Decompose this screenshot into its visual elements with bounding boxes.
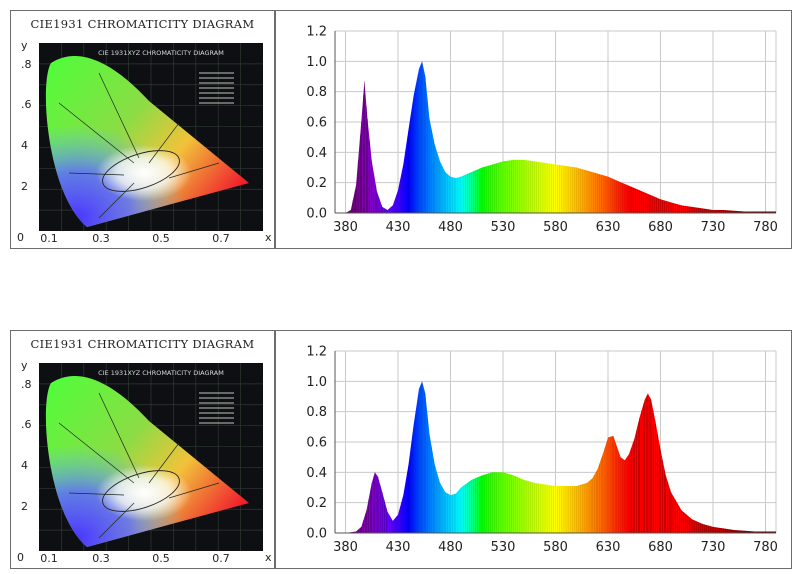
cie-x-tick-label: 0.1 [40, 552, 58, 565]
x-tick-label: 730 [701, 220, 726, 235]
x-tick-label: 630 [596, 220, 621, 235]
x-tick-label: 730 [701, 540, 726, 555]
y-tick-label: 0.2 [306, 176, 327, 191]
y-tick-label: 0.6 [306, 116, 327, 131]
cie-gamut-blue [45, 55, 250, 227]
y-tick-label: 0.4 [306, 466, 327, 481]
x-tick-label: 580 [543, 220, 568, 235]
cie-legend [199, 392, 234, 424]
cie-boundary-line [98, 502, 135, 539]
cie-boundary-line [148, 442, 180, 484]
cie-inner-title: CIE 1931XYZ CHROMATICITY DIAGRAM [98, 49, 224, 57]
x-tick-label: 680 [648, 540, 673, 555]
cie-y-tick-label: .6 [21, 418, 32, 431]
x-tick-label: 430 [386, 540, 411, 555]
spectrum-chart-box-1: 0.0 0.2 0.4 0.6 0.8 1.0 1.2 380 430 480 530 580 630 6… [275, 10, 792, 249]
spectrum-panel-1: CIE1931 CHROMATICITY DIAGRAM CIE 1931XYZ… [0, 8, 800, 250]
cie-y-axis-label: y [21, 39, 28, 52]
x-tick-label: 530 [491, 540, 516, 555]
y-tick-label: 1.2 [306, 25, 327, 40]
x-tick-label: 430 [386, 220, 411, 235]
cie-y-tick-label: .8 [21, 378, 32, 391]
cie-boundary-line [68, 492, 125, 496]
cie-boundary-line [148, 122, 180, 164]
cie-boundary-line [98, 72, 140, 159]
spectrum-chart: 0.0 0.2 0.4 0.6 0.8 1.0 1.2 380 430 480 530 580 630 6… [306, 345, 778, 556]
cie-x-tick-label: 0.3 [92, 552, 110, 565]
x-tick-label: 580 [543, 540, 568, 555]
spectrum-chart: 0.0 0.2 0.4 0.6 0.8 1.0 1.2 380 430 480 530 580 630 6… [306, 25, 778, 236]
cie-legend [199, 72, 234, 104]
x-tick-label: 630 [596, 540, 621, 555]
spectrum-area [345, 381, 776, 533]
y-tick-label: 1.0 [306, 375, 327, 390]
spectrum-bars [350, 61, 766, 213]
y-tick-label: 0.8 [306, 85, 327, 100]
cie-x-tick-label: 0.1 [40, 232, 58, 245]
x-tick-label: 480 [438, 220, 463, 235]
cie-x-tick-label: 0.5 [152, 232, 170, 245]
cie-title: CIE1931 CHROMATICITY DIAGRAM [30, 17, 255, 31]
planckian-locus [102, 150, 180, 192]
cie-x-tick-label: 0.7 [212, 232, 230, 245]
cie-x-tick-label: 0.5 [152, 552, 170, 565]
cie-y-tick-label: 2 [21, 500, 28, 513]
x-tick-label: 380 [333, 220, 358, 235]
cie-gamut-blue [45, 375, 250, 547]
cie-boundary-lines [58, 72, 220, 219]
x-tick-label: 780 [753, 540, 778, 555]
cie-boundary-line [58, 422, 135, 484]
cie-chromaticity-diagram: CIE 1931XYZ CHROMATICITY DIAGRAM y x 0 0.1 0.… [17, 39, 272, 245]
y-tick-label: 0.8 [306, 405, 327, 420]
x-tick-label: 480 [438, 540, 463, 555]
spectrum-bars [351, 381, 766, 533]
cie-y-tick-label: 4 [21, 139, 28, 152]
cie-y-tick-label: .6 [21, 98, 32, 111]
cie-origin-label: 0 [17, 231, 24, 244]
y-tick-label: 0.0 [306, 207, 327, 222]
cie-boundary-line [58, 102, 135, 164]
spectrum-area [345, 61, 776, 213]
cie-y-axis-label: y [21, 359, 28, 372]
cie-x-tick-label: 0.3 [92, 232, 110, 245]
y-tick-label: 1.0 [306, 55, 327, 70]
x-tick-label: 530 [491, 220, 516, 235]
x-tick-label: 380 [333, 540, 358, 555]
y-tick-label: 0.0 [306, 527, 327, 542]
cie-diagram-box-1: CIE1931 CHROMATICITY DIAGRAM CIE 1931XYZ… [10, 10, 275, 249]
cie-diagram-box-2: CIE1931 CHROMATICITY DIAGRAM CIE 1931XYZ… [10, 330, 275, 569]
cie-white-region [96, 465, 192, 521]
cie-boundary-line [98, 182, 135, 219]
y-tick-label: 0.6 [306, 436, 327, 451]
cie-y-tick-label: 4 [21, 459, 28, 472]
planckian-locus [102, 470, 180, 512]
cie-boundary-line [98, 392, 140, 479]
cie-boundary-line [168, 482, 220, 499]
cie-boundary-line [168, 162, 220, 179]
cie-x-axis-label: x [265, 231, 272, 244]
spectrum-chart-box-2: 0.0 0.2 0.4 0.6 0.8 1.0 1.2 380 430 480 530 580 630 6… [275, 330, 792, 569]
cie-y-tick-label: .8 [21, 58, 32, 71]
x-tick-label: 680 [648, 220, 673, 235]
cie-x-axis-label: x [265, 551, 272, 564]
y-tick-label: 1.2 [306, 345, 327, 360]
cie-x-tick-label: 0.7 [212, 552, 230, 565]
y-tick-label: 0.2 [306, 496, 327, 511]
cie-title: CIE1931 CHROMATICITY DIAGRAM [30, 337, 255, 351]
x-tick-label: 780 [753, 220, 778, 235]
cie-inner-title: CIE 1931XYZ CHROMATICITY DIAGRAM [98, 369, 224, 377]
cie-boundary-lines [58, 392, 220, 539]
cie-boundary-line [68, 172, 125, 176]
spectrum-panel-2: CIE1931 CHROMATICITY DIAGRAM CIE 1931XYZ… [0, 328, 800, 570]
cie-y-tick-label: 2 [21, 180, 28, 193]
cie-origin-label: 0 [17, 551, 24, 564]
y-tick-label: 0.4 [306, 146, 327, 161]
cie-white-region [96, 145, 192, 201]
cie-chromaticity-diagram: CIE 1931XYZ CHROMATICITY DIAGRAM y x 0 0.1 0.… [17, 359, 272, 565]
